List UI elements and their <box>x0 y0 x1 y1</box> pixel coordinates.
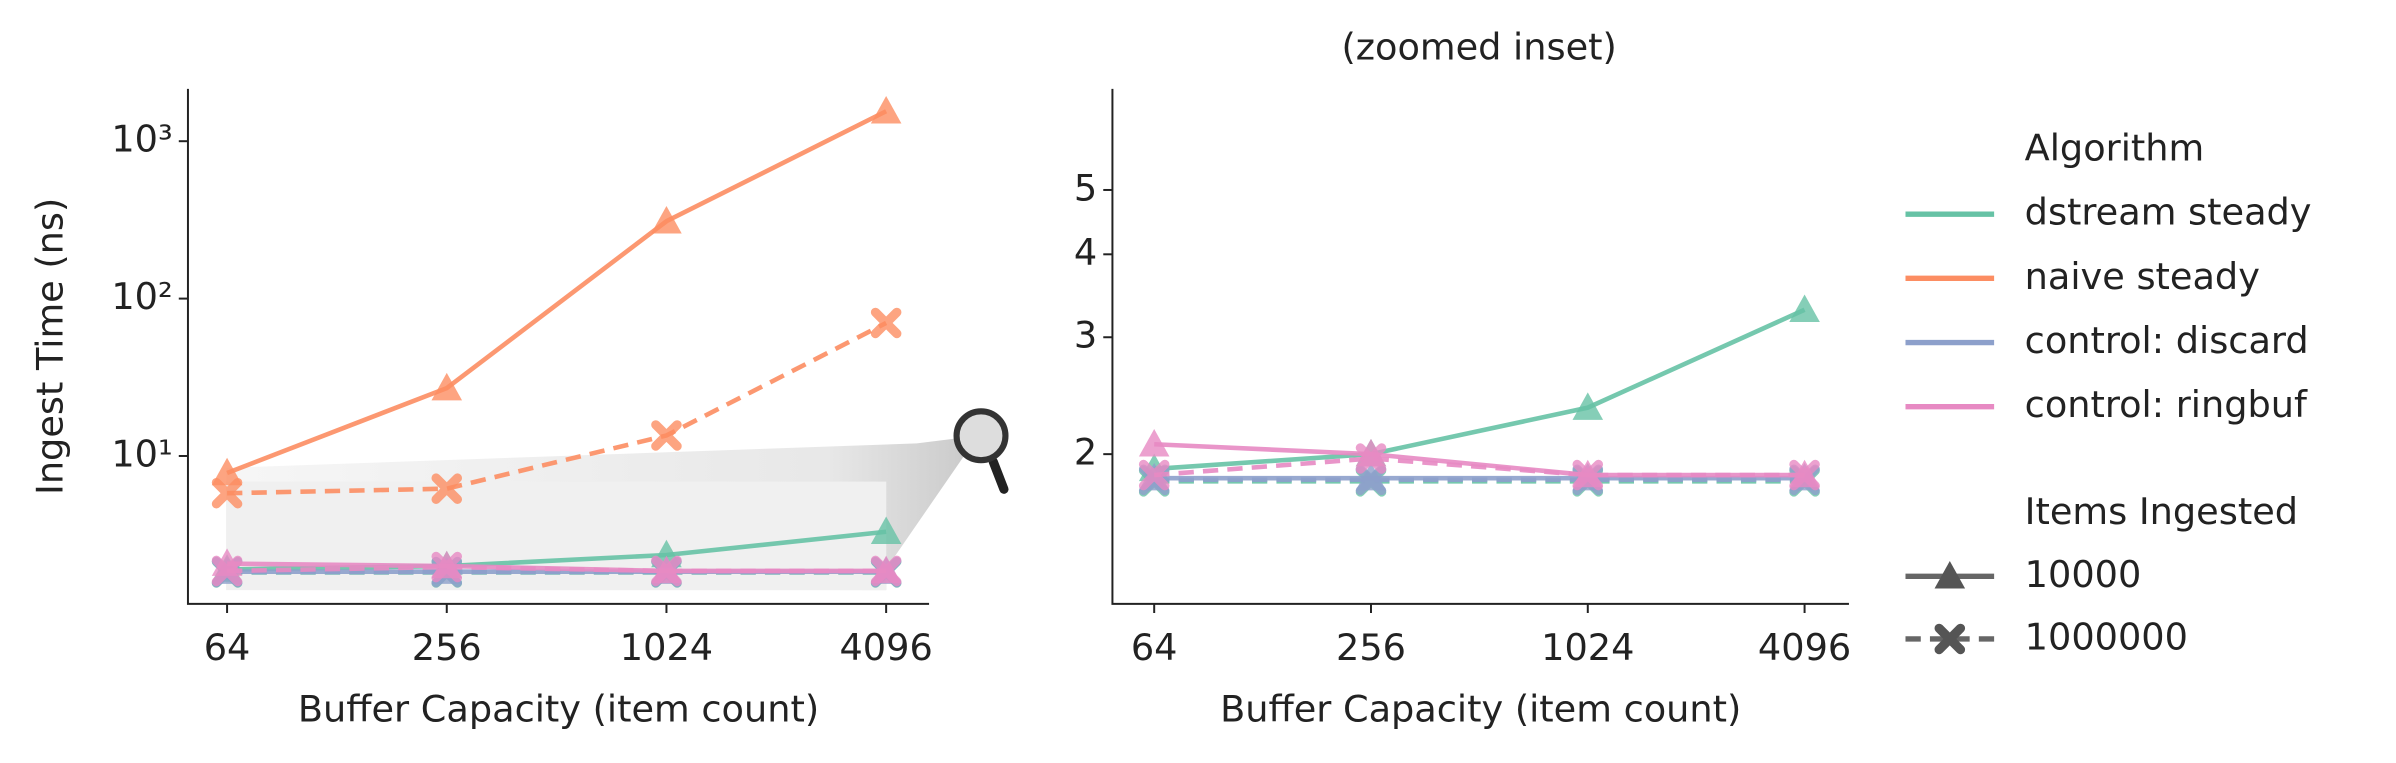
marker <box>431 372 463 401</box>
marker <box>651 420 682 451</box>
legend-label: control: ringbuf <box>2025 383 2308 426</box>
marker <box>1355 464 1387 496</box>
legend-label: control: discard <box>2025 319 2309 362</box>
marker <box>651 205 682 234</box>
marker <box>870 555 902 587</box>
legend-label: dstream steady <box>2025 191 2312 234</box>
legend-label: naive steady <box>2025 255 2260 298</box>
legend-title: Items Ingested <box>2025 490 2298 533</box>
y-tick-label: 10² <box>111 275 172 318</box>
marker <box>211 555 243 587</box>
marker <box>1934 623 1966 655</box>
x-tick-label: 64 <box>1131 626 1178 669</box>
marker <box>1355 443 1387 474</box>
x-tick-label: 256 <box>412 626 482 669</box>
marker <box>1934 561 1966 589</box>
y-tick-label: 4 <box>1074 231 1097 274</box>
x-tick-label: 1024 <box>620 626 713 669</box>
y-tick-label: 10¹ <box>111 432 172 475</box>
series-line <box>227 320 888 496</box>
legend-label: 1000000 <box>2025 615 2188 658</box>
series-line <box>1154 307 1806 472</box>
series-line <box>1154 456 1805 478</box>
x-tick-label: 64 <box>204 626 251 669</box>
marker <box>1572 392 1604 420</box>
marker <box>431 473 463 504</box>
x-tick-label: 4096 <box>1758 626 1851 669</box>
series-line <box>226 109 888 476</box>
y-tick-label: 2 <box>1074 431 1097 474</box>
x-axis-label: Buffer Capacity (item count) <box>1220 687 1741 730</box>
x-tick-label: 4096 <box>839 626 932 669</box>
marker <box>870 307 902 339</box>
marker <box>870 516 902 544</box>
magnifier <box>953 408 1009 494</box>
marker <box>1789 294 1820 322</box>
marker <box>651 555 682 587</box>
marker <box>1138 428 1170 457</box>
legend-title: Algorithm <box>2025 126 2205 169</box>
y-axis-label: Ingest Time (ns) <box>28 198 71 495</box>
y-tick-label: 5 <box>1074 166 1097 209</box>
legend-label: 10000 <box>2025 553 2142 596</box>
axis <box>1111 88 1849 605</box>
axis <box>186 88 930 605</box>
x-tick-label: 256 <box>1336 626 1406 669</box>
x-tick-label: 1024 <box>1541 626 1634 669</box>
chart-title: (zoomed inset) <box>1341 26 1616 69</box>
series-line <box>227 564 887 574</box>
marker <box>1138 459 1170 491</box>
x-axis-label: Buffer Capacity (item count) <box>298 687 819 730</box>
marker <box>1789 459 1820 491</box>
marker <box>211 477 243 509</box>
marker <box>211 457 243 486</box>
marker <box>870 95 902 124</box>
y-tick-label: 3 <box>1074 314 1097 357</box>
y-tick-label: 10³ <box>111 118 172 161</box>
series-line <box>1154 441 1805 478</box>
marker <box>431 551 463 583</box>
marker <box>1572 459 1604 491</box>
